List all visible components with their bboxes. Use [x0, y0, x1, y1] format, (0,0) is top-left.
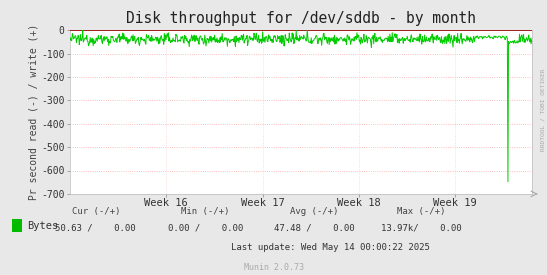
- Text: 50.63 /    0.00: 50.63 / 0.00: [55, 223, 136, 232]
- Text: Min (-/+): Min (-/+): [181, 207, 229, 216]
- Text: RRDTOOL / TOBI OETIKER: RRDTOOL / TOBI OETIKER: [541, 69, 546, 151]
- Text: 0.00 /    0.00: 0.00 / 0.00: [167, 223, 243, 232]
- Text: Max (-/+): Max (-/+): [397, 207, 445, 216]
- Text: Last update: Wed May 14 00:00:22 2025: Last update: Wed May 14 00:00:22 2025: [231, 243, 430, 252]
- Text: 13.97k/    0.00: 13.97k/ 0.00: [381, 223, 462, 232]
- Title: Disk throughput for /dev/sddb - by month: Disk throughput for /dev/sddb - by month: [126, 11, 476, 26]
- Text: Avg (-/+): Avg (-/+): [290, 207, 339, 216]
- Text: Munin 2.0.73: Munin 2.0.73: [243, 263, 304, 272]
- Text: Bytes: Bytes: [27, 221, 59, 231]
- Text: Cur (-/+): Cur (-/+): [72, 207, 120, 216]
- Text: 47.48 /    0.00: 47.48 / 0.00: [274, 223, 355, 232]
- Y-axis label: Pr second read (-) / write (+): Pr second read (-) / write (+): [28, 24, 38, 200]
